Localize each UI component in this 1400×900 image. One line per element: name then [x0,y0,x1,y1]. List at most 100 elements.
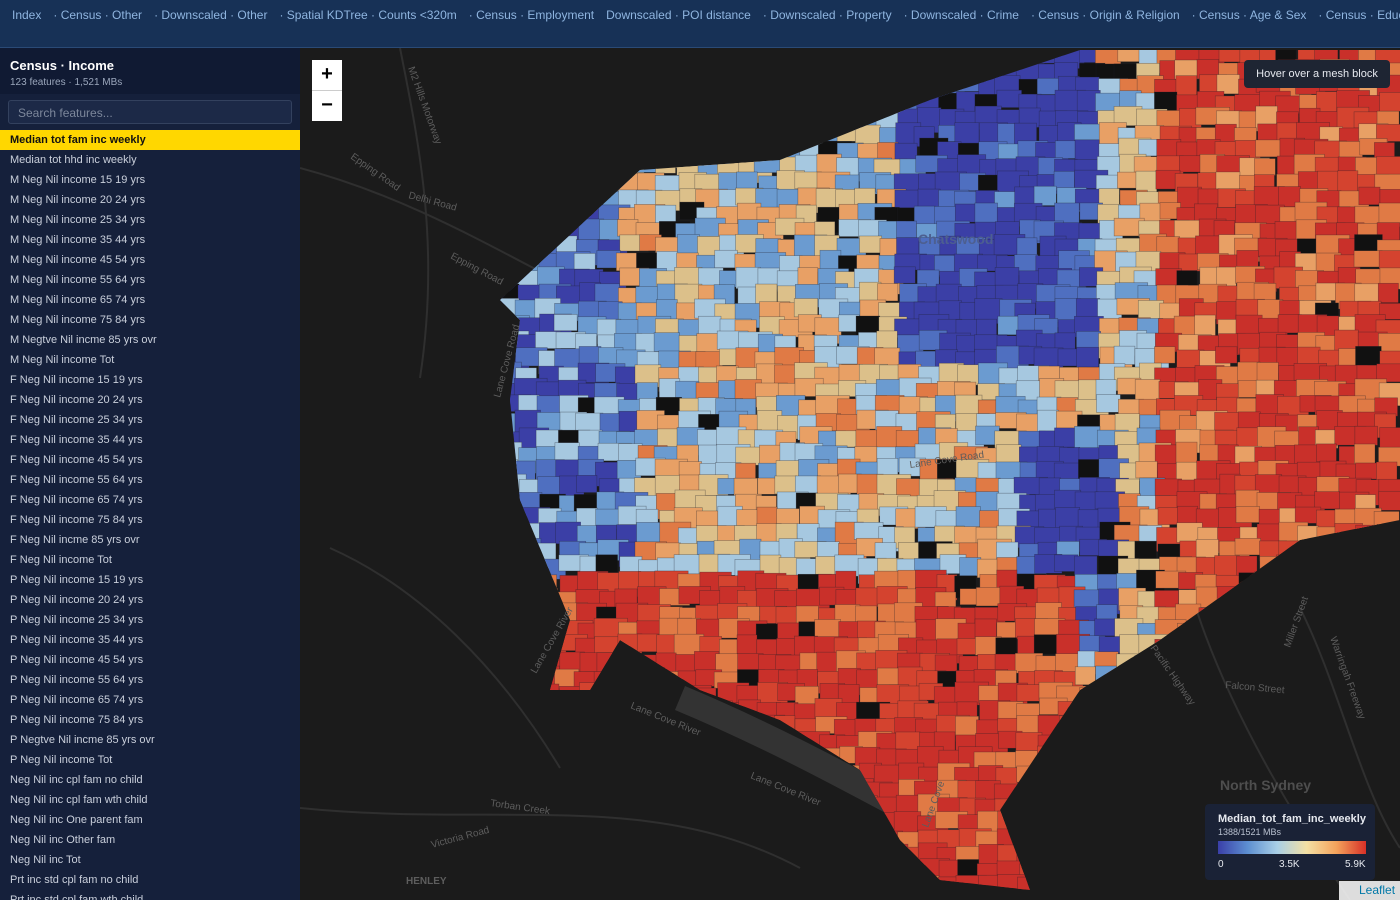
nav-link[interactable]: Index [12,8,42,22]
mesh-block[interactable] [576,475,598,493]
mesh-block[interactable] [1074,426,1101,451]
feature-item[interactable]: F Neg Nil income 25 34 yrs [10,414,143,426]
feature-item[interactable]: F Neg Nil income 20 24 yrs [10,394,143,406]
feature-item[interactable]: P Neg Nil income 55 64 yrs [10,674,144,686]
mesh-block[interactable] [1055,507,1080,529]
mesh-block[interactable] [793,298,819,318]
mesh-block[interactable] [1076,331,1101,350]
mesh-block[interactable] [1074,139,1100,161]
mesh-block[interactable] [1135,461,1158,479]
feature-item[interactable]: Prt inc std cpl fam wth child [10,894,144,900]
mesh-block[interactable] [1076,346,1099,368]
mesh-block[interactable] [1379,92,1400,112]
mesh-block[interactable] [1215,346,1238,364]
feature-item[interactable]: P Neg Nil income 15 19 yrs [10,574,144,586]
feature-item[interactable]: F Neg Nil income 75 84 yrs [10,514,143,526]
zoom-out-button[interactable]: − [312,90,342,121]
mesh-block[interactable] [594,283,620,303]
feature-item[interactable]: F Neg Nil income 45 54 yrs [10,454,143,466]
feature-item[interactable]: F Neg Nil income 35 44 yrs [10,434,143,446]
feature-item[interactable]: M Neg Nil income 55 64 yrs [10,274,146,286]
feature-item[interactable]: Neg Nil inc cpl fam wth child [10,794,148,806]
nav-link[interactable]: · Census · Education [1318,8,1400,22]
mesh-block[interactable] [1258,508,1283,526]
feature-item[interactable]: Neg Nil inc Tot [10,854,81,866]
mesh-block[interactable] [893,266,916,284]
mesh-block[interactable] [1254,158,1276,176]
feature-item[interactable]: M Neg Nil income 75 84 yrs [10,314,146,326]
mesh-block[interactable] [955,506,981,529]
mesh-block[interactable] [976,318,997,337]
mesh-block[interactable] [917,188,941,209]
mesh-block[interactable] [1016,684,1042,702]
feature-item[interactable]: P Neg Nil income 45 54 yrs [10,654,144,666]
feature-item[interactable]: F Neg Nil incme 85 yrs ovr [10,534,140,546]
mesh-block[interactable] [1216,74,1240,95]
mesh-block[interactable] [636,633,659,653]
mesh-block[interactable] [1378,333,1400,353]
mesh-block[interactable] [1074,666,1096,686]
mesh-block[interactable] [1154,346,1176,364]
mesh-block[interactable] [1354,425,1378,446]
nav-link[interactable]: · Downscaled · Other [154,8,268,22]
feature-item[interactable]: Prt inc std cpl fam no child [10,874,139,886]
mesh-block[interactable] [974,618,997,640]
feature-item[interactable]: M Neg Nil income 25 34 yrs [10,214,146,226]
feature-item[interactable]: M Neg Nil income 45 54 yrs [10,254,146,266]
feature-item[interactable]: P Negtve Nil incme 85 yrs ovr [10,734,155,746]
mesh-block[interactable] [1379,427,1400,451]
mesh-block[interactable] [1376,123,1400,142]
mesh-block[interactable] [1314,491,1340,510]
nav-link[interactable]: · Census · Other [53,8,143,22]
feature-item[interactable]: M Negtve Nil incme 85 yrs ovr [10,334,157,346]
mesh-block[interactable] [1377,282,1399,304]
feature-item[interactable]: M Neg Nil income 35 44 yrs [10,234,146,246]
mesh-block[interactable] [877,283,899,302]
mesh-block[interactable] [1378,490,1400,511]
mesh-block[interactable] [1215,171,1241,190]
nav-link[interactable]: · Spatial KDTree · Counts <320m [279,8,457,22]
mesh-block[interactable] [874,347,901,367]
mesh-block[interactable] [819,249,842,270]
search-input[interactable]: Search features... [8,100,292,124]
mesh-block[interactable] [1113,345,1136,365]
mesh-block[interactable] [714,249,738,269]
feature-item[interactable]: P Neg Nil income 20 24 yrs [10,594,144,606]
feature-item[interactable]: M Neg Nil income 65 74 yrs [10,294,146,306]
feature-item[interactable]: P Neg Nil income 25 34 yrs [10,614,144,626]
feature-item[interactable]: Median tot fam inc weekly [0,130,300,150]
feature-item[interactable]: P Neg Nil income 65 74 yrs [10,694,144,706]
feature-item[interactable]: M Neg Nil income Tot [10,354,115,366]
mesh-block[interactable] [1234,538,1261,556]
nav-link[interactable]: · Census · Age & Sex [1191,8,1307,22]
mesh-block[interactable] [1096,394,1121,413]
mesh-block[interactable] [1154,590,1179,608]
mesh-block[interactable] [617,219,639,237]
mesh-block[interactable] [1337,170,1359,193]
mesh-block[interactable] [1173,315,1197,336]
mesh-block[interactable] [1033,185,1057,206]
nav-link[interactable]: · Census · Origin & Religion [1030,8,1180,22]
feature-item[interactable]: M Neg Nil income 15 19 yrs [10,174,146,186]
feature-item[interactable]: Median tot hhd inc weekly [10,154,137,166]
feature-item[interactable]: P Neg Nil income 35 44 yrs [10,634,144,646]
mesh-block[interactable] [1255,139,1284,158]
mesh-block[interactable] [578,346,602,364]
mesh-block[interactable] [1316,443,1337,462]
nav-link[interactable]: · Census · Employment [468,8,595,22]
mesh-block[interactable] [1355,268,1382,286]
feature-item[interactable]: M Neg Nil income 20 24 yrs [10,194,146,206]
mesh-block[interactable] [555,521,581,544]
mesh-block[interactable] [774,475,797,495]
feature-item[interactable]: P Neg Nil income 75 84 yrs [10,714,144,726]
mesh-block[interactable] [896,220,917,239]
feature-item[interactable]: Neg Nil inc One parent fam [10,814,143,826]
mesh-block[interactable] [553,314,578,332]
zoom-in-button[interactable]: + [312,60,342,90]
feature-item[interactable]: P Neg Nil income Tot [10,754,113,766]
nav-link[interactable]: · Downscaled · Property [762,8,892,22]
feature-item[interactable]: F Neg Nil income Tot [10,554,112,566]
mesh-block[interactable] [1235,506,1260,523]
mesh-block[interactable] [1135,170,1158,193]
mesh-block[interactable] [1353,250,1383,268]
